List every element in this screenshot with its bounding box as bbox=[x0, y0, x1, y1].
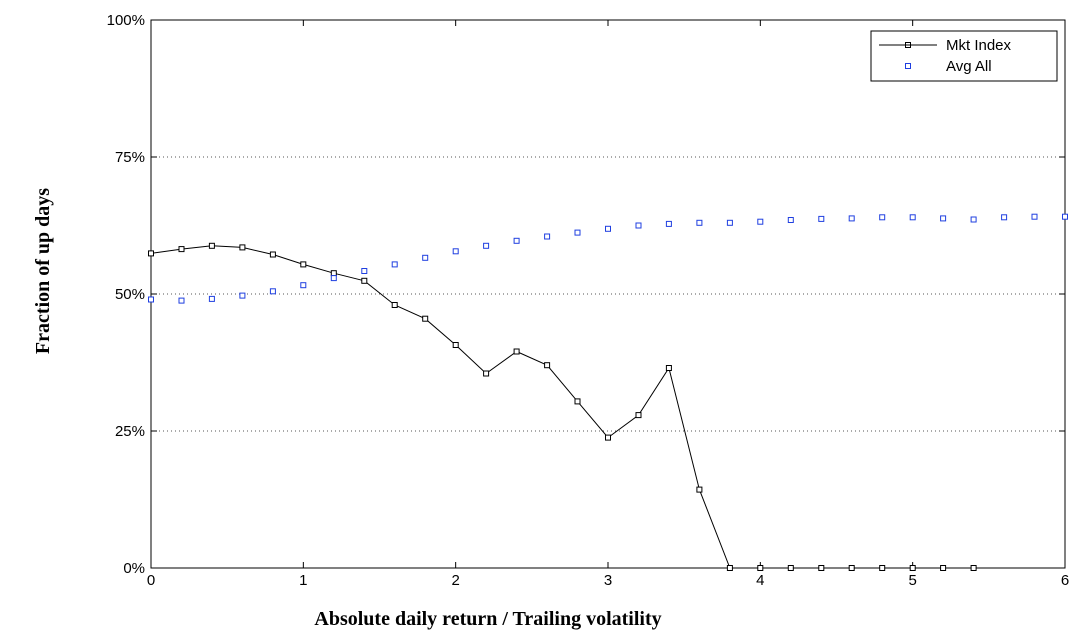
series-avg-all bbox=[148, 213, 1068, 304]
data-point-mkt-index bbox=[269, 251, 276, 258]
series-line-mkt-index bbox=[150, 245, 974, 569]
data-point-mkt-index bbox=[422, 315, 429, 322]
data-point-avg-all bbox=[1001, 214, 1008, 221]
data-point-avg-all bbox=[269, 288, 276, 295]
data-point-avg-all bbox=[330, 275, 337, 282]
data-point-avg-all bbox=[757, 218, 764, 225]
ticks: 0% 25% 50% 75% 100% 0 1 2 3 4 5 6 bbox=[107, 12, 1070, 589]
data-point-avg-all bbox=[483, 242, 490, 249]
data-point-mkt-index bbox=[879, 565, 886, 571]
data-point-mkt-index bbox=[940, 565, 947, 571]
data-point-avg-all bbox=[696, 219, 703, 226]
data-point-mkt-index bbox=[696, 486, 703, 493]
data-point-mkt-index bbox=[178, 246, 185, 253]
data-point-mkt-index bbox=[300, 261, 307, 268]
data-point-avg-all bbox=[300, 282, 307, 289]
data-point-mkt-index bbox=[787, 565, 794, 571]
data-point-avg-all bbox=[1031, 213, 1038, 220]
data-point-mkt-index bbox=[483, 370, 490, 377]
data-point-avg-all bbox=[452, 248, 459, 255]
x-tick-label: 5 bbox=[908, 572, 916, 589]
data-point-avg-all bbox=[148, 296, 154, 303]
data-point-mkt-index bbox=[391, 302, 398, 308]
data-point-avg-all bbox=[848, 215, 855, 222]
x-tick-label: 2 bbox=[451, 572, 459, 589]
data-point-avg-all bbox=[361, 268, 368, 274]
data-point-mkt-index bbox=[239, 244, 246, 251]
data-point-avg-all bbox=[909, 214, 916, 221]
data-point-mkt-index bbox=[635, 412, 642, 419]
data-point-avg-all bbox=[422, 254, 429, 261]
y-tick-label: 50% bbox=[115, 286, 145, 303]
legend-label-avg-all: Avg All bbox=[946, 58, 992, 75]
data-point-mkt-index bbox=[452, 342, 459, 348]
data-point-mkt-index bbox=[848, 565, 855, 571]
y-axis-title: Fraction of up days bbox=[32, 188, 54, 354]
data-point-avg-all bbox=[391, 261, 398, 268]
data-point-mkt-index bbox=[970, 565, 977, 571]
y-tick-label: 100% bbox=[107, 12, 145, 29]
legend: Mkt Index Avg All bbox=[870, 30, 1058, 82]
data-point-mkt-index bbox=[909, 565, 916, 571]
data-point-avg-all bbox=[726, 219, 733, 226]
data-point-mkt-index bbox=[757, 565, 764, 571]
x-tick-label: 6 bbox=[1061, 572, 1069, 589]
data-point-avg-all bbox=[940, 215, 947, 222]
data-point-mkt-index bbox=[818, 565, 825, 571]
data-point-mkt-index bbox=[726, 565, 733, 571]
data-point-mkt-index bbox=[513, 348, 520, 355]
data-point-avg-all bbox=[635, 222, 642, 229]
data-point-mkt-index bbox=[574, 398, 581, 405]
data-point-avg-all bbox=[665, 220, 672, 227]
data-point-avg-all bbox=[787, 217, 794, 223]
data-point-mkt-index bbox=[665, 365, 672, 371]
series bbox=[148, 213, 1068, 571]
legend-label-mkt-index: Mkt Index bbox=[946, 37, 1012, 54]
data-point-mkt-index bbox=[544, 362, 551, 369]
data-point-avg-all bbox=[178, 297, 185, 304]
data-point-avg-all bbox=[544, 233, 551, 240]
data-point-mkt-index bbox=[605, 434, 611, 441]
data-point-mkt-index bbox=[330, 270, 337, 277]
x-tick-label: 3 bbox=[604, 572, 612, 589]
x-tick-label: 1 bbox=[299, 572, 307, 589]
series-mkt-index bbox=[148, 242, 977, 571]
data-point-avg-all bbox=[879, 214, 886, 221]
data-point-avg-all bbox=[513, 237, 520, 244]
y-tick-label: 25% bbox=[115, 423, 145, 440]
data-point-mkt-index bbox=[148, 250, 154, 257]
data-point-avg-all bbox=[605, 225, 611, 232]
legend-marker-mkt-index bbox=[905, 42, 911, 48]
y-tick-label: 0% bbox=[123, 560, 145, 577]
data-point-avg-all bbox=[970, 216, 977, 223]
legend-marker-avg-all bbox=[905, 63, 911, 69]
x-axis-title: Absolute daily return / Trailing volatil… bbox=[314, 608, 661, 630]
data-point-avg-all bbox=[574, 229, 581, 236]
gridlines bbox=[151, 156, 1065, 432]
data-point-avg-all bbox=[1062, 213, 1068, 220]
y-tick-label: 75% bbox=[115, 149, 145, 166]
data-point-mkt-index bbox=[361, 277, 368, 284]
data-point-avg-all bbox=[239, 292, 246, 299]
x-tick-label: 0 bbox=[147, 572, 155, 589]
data-point-avg-all bbox=[208, 295, 215, 302]
data-point-mkt-index bbox=[208, 242, 215, 249]
data-point-avg-all bbox=[818, 215, 825, 222]
x-tick-label: 4 bbox=[756, 572, 764, 589]
legend-box bbox=[870, 30, 1058, 82]
